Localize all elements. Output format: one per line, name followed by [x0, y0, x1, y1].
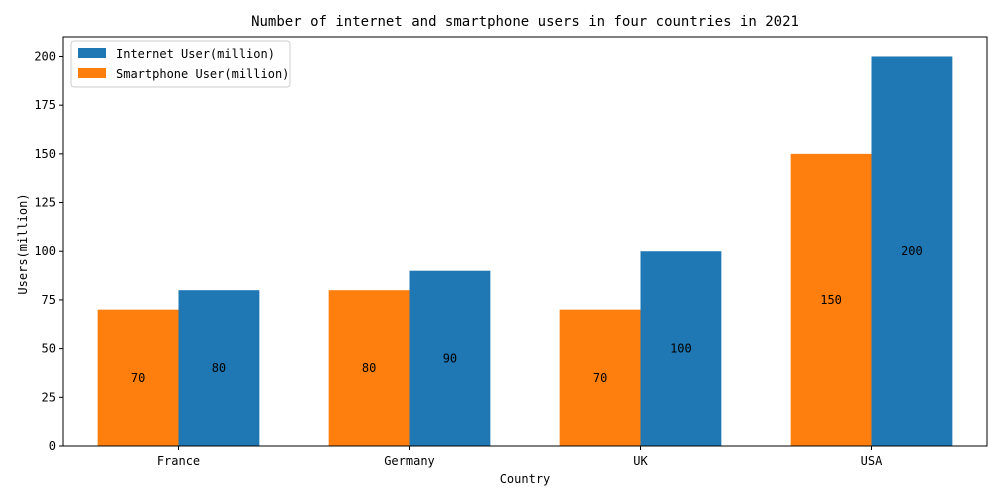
- data-label: 80: [212, 361, 226, 375]
- y-tick-label: 0: [49, 439, 56, 453]
- x-tick-label: UK: [633, 454, 648, 468]
- data-label: 70: [593, 371, 607, 385]
- data-label: 150: [820, 293, 842, 307]
- bar-smartphone-user-uk[interactable]: [559, 309, 641, 446]
- y-axis-label: Users(million): [16, 193, 30, 294]
- data-label: 90: [443, 351, 457, 365]
- bar-smartphone-user-france[interactable]: [97, 309, 179, 446]
- bar-internet-user-uk[interactable]: [640, 251, 722, 446]
- bar-internet-user-france[interactable]: [178, 290, 260, 446]
- x-tick-label: France: [157, 454, 200, 468]
- x-tick-label: USA: [861, 454, 883, 468]
- data-label: 80: [362, 361, 376, 375]
- data-label: 70: [131, 371, 145, 385]
- y-tick-label: 175: [34, 98, 56, 112]
- y-tick-label: 25: [42, 390, 56, 404]
- y-tick-label: 200: [34, 49, 56, 63]
- bar-smartphone-user-usa[interactable]: [790, 153, 872, 446]
- legend-box: [70, 40, 291, 88]
- data-label: 100: [670, 342, 692, 356]
- x-tick-label: Germany: [384, 454, 435, 468]
- y-tick-label: 75: [42, 293, 56, 307]
- bar-internet-user-germany[interactable]: [409, 270, 491, 446]
- legend-swatch: [78, 68, 106, 78]
- legend-entry: Internet User(million): [116, 47, 275, 61]
- bar-internet-user-usa[interactable]: [871, 56, 953, 446]
- y-tick-label: 100: [34, 244, 56, 258]
- y-tick-label: 125: [34, 196, 56, 210]
- x-axis-label: Country: [500, 472, 551, 486]
- legend-swatch: [78, 48, 106, 58]
- bar-smartphone-user-germany[interactable]: [328, 290, 410, 446]
- legend: Internet User(million) Smartphone User(mi…: [70, 40, 291, 88]
- plot-frame: [62, 36, 988, 447]
- legend-entry: Smartphone User(million): [116, 67, 289, 81]
- y-tick-label: 150: [34, 147, 56, 161]
- y-tick-label: 50: [42, 342, 56, 356]
- data-label: 200: [901, 244, 923, 258]
- plot-area: 70 80 80 90 70 100 150 200 0 25 50 75 100 125 150 175 20…: [34, 36, 988, 468]
- chart-title: Number of internet and smartphone users …: [251, 14, 799, 30]
